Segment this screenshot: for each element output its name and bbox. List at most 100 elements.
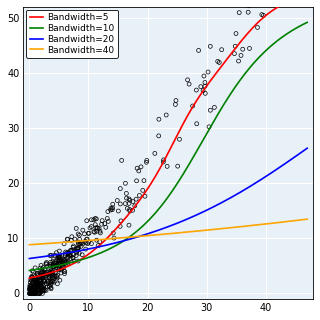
Point [110,202,115,207]
Point [94,228,99,234]
Point [29,291,34,296]
Line: Bandwidth=40: Bandwidth=40 [29,219,307,245]
Point [48,263,53,268]
Point [43,261,48,266]
Point [28,285,33,290]
Point [194,87,199,92]
Point [63,262,68,268]
Point [156,133,161,139]
Point [31,291,36,296]
Point [30,280,36,285]
Point [51,264,56,269]
Point [105,209,110,214]
Point [29,290,35,295]
Point [28,286,33,291]
Point [124,191,129,196]
Bandwidth=5 [28,276,31,280]
Point [31,291,36,296]
Point [135,166,140,171]
Point [173,98,179,103]
Point [34,277,39,282]
Point [238,53,244,58]
Point [99,222,104,227]
Point [28,288,33,293]
Point [38,289,43,294]
Point [59,270,64,276]
Point [40,275,45,280]
Point [41,274,46,279]
Point [35,280,40,285]
Point [217,60,222,65]
Point [57,278,62,283]
Point [30,291,35,296]
Bandwidth=20 [202,210,206,213]
Point [91,229,96,234]
Point [68,253,73,258]
Point [47,263,52,268]
Point [31,290,36,295]
Point [38,273,44,278]
Point [39,273,44,278]
Point [41,278,46,283]
Bandwidth=20 [305,146,309,150]
Point [28,291,33,296]
Point [36,291,42,296]
Point [132,203,137,208]
Point [127,198,132,203]
Point [51,257,56,262]
Point [123,201,128,206]
Point [201,74,206,79]
Point [103,225,108,230]
Point [35,280,40,285]
Point [47,253,52,258]
Bandwidth=10 [118,241,122,245]
Point [240,47,245,52]
Point [57,249,62,254]
Point [33,285,38,291]
Point [33,286,38,291]
Point [38,274,44,279]
Bandwidth=20 [61,252,65,256]
Point [177,137,182,142]
Point [48,273,53,278]
Point [37,274,42,279]
Point [76,259,81,264]
Point [48,262,53,267]
Point [62,258,67,263]
Point [110,205,115,211]
Point [77,233,82,238]
Point [60,263,65,268]
Point [111,230,116,236]
Point [175,164,180,169]
Point [54,274,59,279]
Point [255,25,260,30]
Point [47,284,52,289]
Point [246,10,251,15]
Point [69,248,74,253]
Point [62,269,67,274]
Point [71,244,76,249]
Point [80,228,85,233]
Bandwidth=5 [228,53,232,57]
Point [93,222,98,227]
Bandwidth=40 [228,226,232,230]
Point [58,263,63,268]
Point [69,238,74,243]
Point [29,283,34,288]
Point [38,271,44,276]
Point [38,290,43,295]
Point [77,242,82,247]
Point [28,284,33,289]
Point [36,277,42,282]
Point [36,291,42,296]
Bandwidth=10 [305,20,309,24]
Point [37,291,42,296]
Line: Bandwidth=10: Bandwidth=10 [29,22,307,270]
Point [41,283,46,288]
Point [75,246,80,251]
Point [64,256,69,261]
Point [37,291,42,296]
Point [56,254,61,260]
Point [32,291,37,296]
Point [56,255,61,260]
